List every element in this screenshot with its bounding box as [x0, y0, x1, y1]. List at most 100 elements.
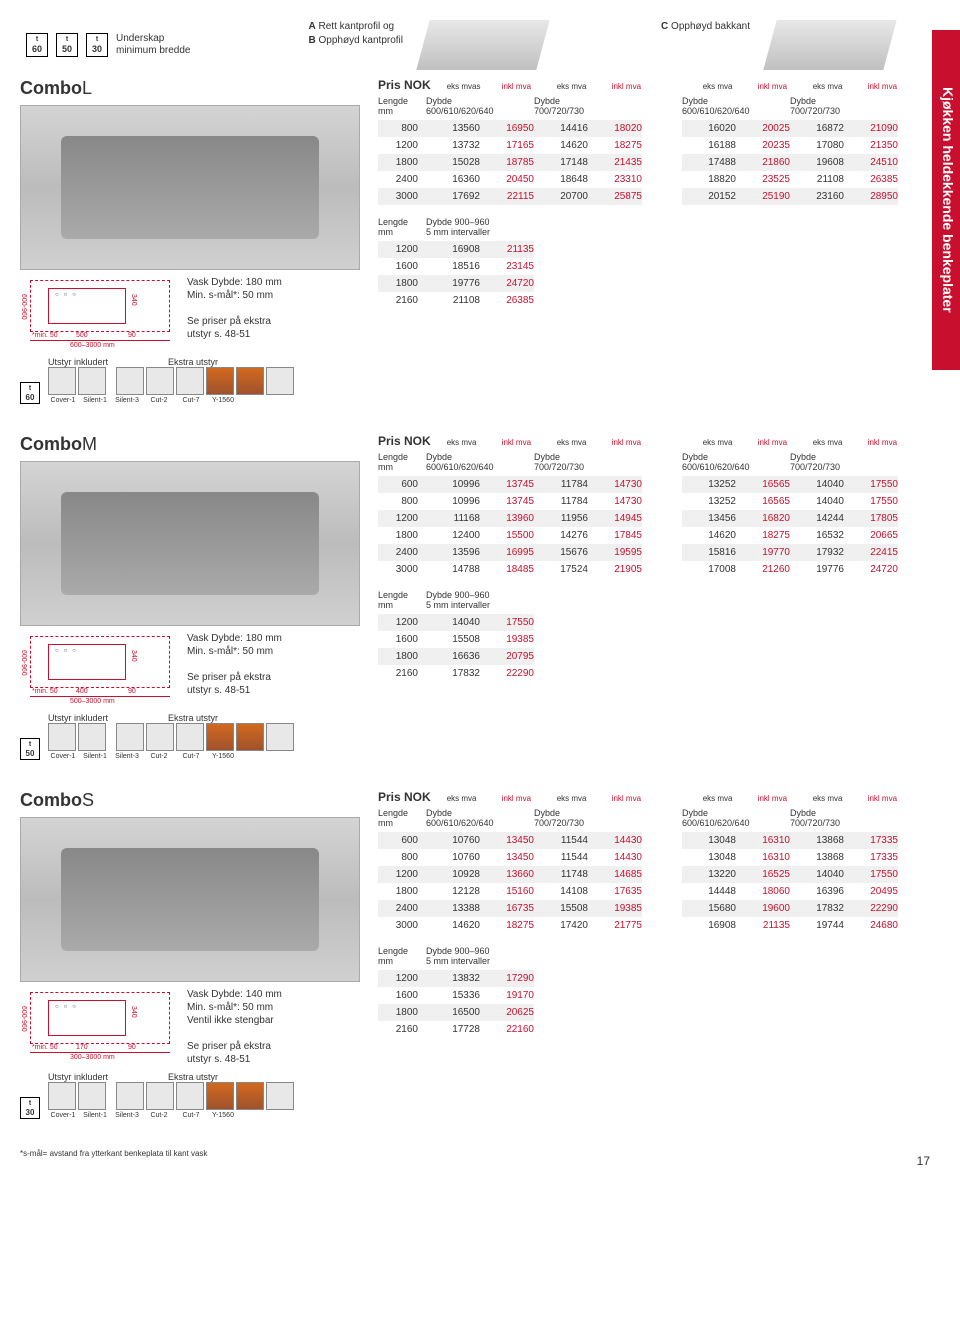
price-cell: 25875	[588, 188, 642, 205]
price-cell: 19776	[426, 275, 480, 292]
price-cell: 11544	[534, 832, 588, 849]
mva-header-left: eks mvasinkl mvaeks mvainkl mva	[447, 82, 657, 91]
price-cell: 26385	[480, 292, 534, 309]
accessory-icon	[48, 1082, 76, 1110]
main-price-block: 6001099613745117841473080010996137451178…	[378, 476, 930, 578]
pris-nok-label: Pris NOK	[378, 434, 431, 448]
accessory-label: Silent-1	[80, 753, 110, 760]
price-cell: 20152	[682, 188, 736, 205]
price-cell: 22290	[844, 900, 898, 917]
accessory-icon	[116, 367, 144, 395]
price-cell: 13450	[480, 849, 534, 866]
price-cell: 16360	[426, 171, 480, 188]
price-cell: 20795	[480, 648, 534, 665]
dimension-diagram: ○ ○ ○ 600-960 340 90 *min. 50 500 600–30…	[20, 276, 175, 351]
main-price-block: 6001076013450115441443080010760134501154…	[378, 832, 930, 934]
accessory-label: Silent-3	[112, 1112, 142, 1119]
price-cell: 13252	[682, 493, 736, 510]
price-cell: 10996	[426, 476, 480, 493]
price-cell: 1800	[378, 648, 426, 665]
price-cell: 17832	[426, 665, 480, 682]
price-cell: 18275	[588, 137, 642, 154]
pris-nok-label: Pris NOK	[378, 790, 431, 804]
price-table-small: 1200169082113516001851623145180019776247…	[378, 241, 534, 309]
price-cell: 10760	[426, 849, 480, 866]
price-cell: 17335	[844, 849, 898, 866]
spec-text: Vask Dybde: 180 mmMin. s-mål*: 50 mm Se …	[187, 276, 282, 341]
right-column: Pris NOK eks mvainkl mvaeks mvainkl mva …	[378, 434, 930, 760]
dimension-diagram: ○ ○ ○ 600-960 340 90 *min. 50 400 500–30…	[20, 632, 175, 707]
accessory-label: Silent-1	[80, 1112, 110, 1119]
underskap-label: Underskap minimum bredde	[116, 33, 190, 57]
price-cell: 1200	[378, 614, 426, 631]
price-cell: 16565	[736, 493, 790, 510]
accessory-icon	[146, 723, 174, 751]
price-cell: 16950	[480, 120, 534, 137]
accessory-label: Cut-2	[144, 753, 174, 760]
price-cell: 18020	[588, 120, 642, 137]
price-cell: 17420	[534, 917, 588, 934]
price-cell: 1200	[378, 866, 426, 883]
price-cell: 2400	[378, 544, 426, 561]
price-cell: 19385	[480, 631, 534, 648]
price-table: 6001076013450115441443080010760134501154…	[378, 832, 642, 934]
product-name: ComboM	[20, 434, 370, 455]
accessory-icon	[206, 723, 234, 751]
side-tab: Kjøkken heldekkende benkeplater	[932, 30, 960, 370]
price-header: Pris NOK eks mvainkl mvaeks mvainkl mva …	[378, 790, 930, 804]
price-cell: 24720	[480, 275, 534, 292]
price-cell: 21905	[588, 561, 642, 578]
accessory-icon	[236, 367, 264, 395]
price-cell: 13388	[426, 900, 480, 917]
price-cell: 19170	[480, 987, 534, 1004]
price-cell: 16310	[736, 849, 790, 866]
price-table-small: 1200138321729016001533619170180016500206…	[378, 970, 534, 1038]
price-cell: 3000	[378, 561, 426, 578]
price-cell: 28950	[844, 188, 898, 205]
price-cell: 14040	[790, 476, 844, 493]
price-cell: 15816	[682, 544, 736, 561]
accessory-icon	[266, 367, 294, 395]
price-cell: 17335	[844, 832, 898, 849]
price-cell: 17550	[844, 493, 898, 510]
price-cell: 14620	[426, 917, 480, 934]
price-cell: 13560	[426, 120, 480, 137]
price-cell: 1200	[378, 970, 426, 987]
price-cell: 13832	[426, 970, 480, 987]
price-cell: 16995	[480, 544, 534, 561]
price-cell: 11784	[534, 493, 588, 510]
page: Kjøkken heldekkende benkeplater 60 50 30…	[0, 0, 960, 1178]
product-section-L: ComboL ○ ○ ○ 600-960 340 90 *min. 50 500…	[20, 78, 930, 404]
price-cell: 10928	[426, 866, 480, 883]
small-table-header: Lengdemm Dybde 900–9605 mm intervaller	[378, 590, 930, 610]
price-cell: 17290	[480, 970, 534, 987]
size-icon-small: 50	[20, 738, 40, 760]
profile-ab-labels: A Rett kantprofil og B Opphøyd kantprofi…	[309, 20, 404, 48]
accessory-label: Cut-2	[144, 1112, 174, 1119]
price-cell: 21090	[844, 120, 898, 137]
product-section-S: ComboS ○ ○ ○ 600-960 340 90 *min. 50 170…	[20, 790, 930, 1119]
price-cell: 24680	[844, 917, 898, 934]
price-cell: 13048	[682, 849, 736, 866]
price-cell: 13660	[480, 866, 534, 883]
price-cell: 18516	[426, 258, 480, 275]
price-cell: 23160	[790, 188, 844, 205]
price-cell: 14276	[534, 527, 588, 544]
price-cell: 16565	[736, 476, 790, 493]
accessory-label: Y-1560	[208, 753, 238, 760]
mva-header-right: eks mvainkl mvaeks mvainkl mva	[703, 794, 913, 803]
size-icon-50: 50	[56, 33, 78, 57]
price-cell: 14685	[588, 866, 642, 883]
accessory-label: Cut-7	[176, 753, 206, 760]
price-cell: 11544	[534, 849, 588, 866]
price-cell: 17488	[682, 154, 736, 171]
price-cell: 21435	[588, 154, 642, 171]
price-cell: 14620	[682, 527, 736, 544]
accessory-icon	[206, 367, 234, 395]
accessory-label: Cut-7	[176, 397, 206, 404]
price-cell: 14730	[588, 493, 642, 510]
price-cell: 14730	[588, 476, 642, 493]
accessory-icon	[206, 1082, 234, 1110]
price-cell: 16188	[682, 137, 736, 154]
price-cell: 1800	[378, 275, 426, 292]
